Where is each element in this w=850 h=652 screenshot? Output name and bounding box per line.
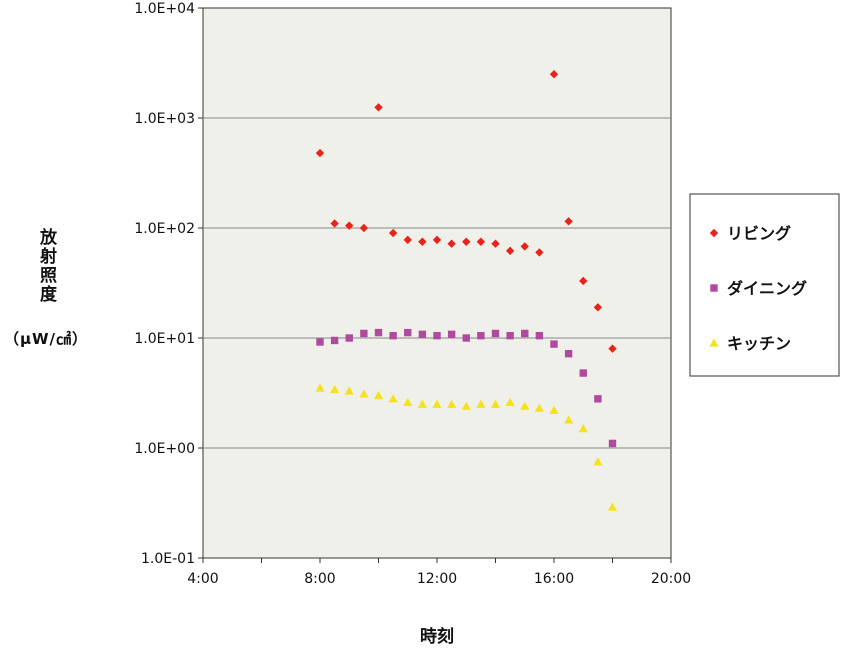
data-point — [535, 331, 544, 340]
data-point — [417, 399, 427, 408]
data-point — [506, 331, 514, 340]
data-point — [521, 329, 529, 338]
data-point — [505, 397, 515, 406]
y-tick-label: 1.0E+00 — [134, 441, 195, 457]
data-point — [476, 237, 486, 246]
plot-background — [202, 7, 672, 559]
data-point — [476, 399, 486, 408]
data-point — [564, 217, 573, 226]
data-point — [374, 103, 383, 112]
x-tick-label: 12:00 — [417, 571, 457, 587]
legend-marker — [709, 228, 719, 238]
data-point — [374, 328, 383, 337]
data-point — [505, 246, 515, 256]
series-1 — [315, 70, 617, 353]
data-point — [316, 338, 324, 346]
data-point — [593, 457, 603, 466]
data-point — [360, 329, 368, 338]
data-point — [564, 415, 574, 424]
data-point — [418, 330, 427, 339]
y-tick-label: 1.0E+01 — [134, 331, 195, 347]
data-point — [491, 239, 500, 248]
data-point — [564, 349, 573, 358]
y-tick-label: 1.0E+03 — [134, 111, 195, 127]
y-tick-label: 1.0E+04 — [134, 1, 195, 17]
data-point — [315, 383, 325, 392]
data-point — [418, 237, 427, 246]
data-point — [550, 340, 558, 348]
data-point — [447, 239, 456, 248]
data-point — [359, 389, 369, 398]
data-point — [608, 439, 617, 448]
data-point — [608, 344, 617, 353]
legend-marker — [710, 284, 718, 292]
y-tick-label: 1.0E+02 — [134, 221, 195, 237]
data-point — [490, 399, 501, 408]
data-point — [477, 331, 485, 340]
data-point — [447, 330, 456, 339]
data-point — [359, 223, 369, 233]
data-point — [345, 334, 353, 342]
data-point — [579, 369, 587, 377]
data-point — [373, 390, 384, 400]
x-tick-label: 8:00 — [304, 571, 335, 587]
data-point — [593, 303, 603, 312]
data-point — [388, 394, 398, 403]
data-marks — [315, 70, 618, 511]
data-point — [578, 424, 588, 433]
data-point — [330, 336, 339, 345]
data-point — [433, 331, 441, 340]
data-point — [549, 405, 559, 414]
data-point — [462, 334, 470, 342]
legend-label: ダイニング — [727, 279, 807, 298]
data-point — [535, 248, 544, 257]
x-tick-label: 20:00 — [651, 571, 691, 587]
data-point — [520, 401, 530, 410]
data-point — [388, 228, 398, 238]
data-point — [404, 328, 412, 337]
data-point — [534, 403, 544, 412]
data-point — [607, 502, 618, 511]
axes: 1.0E+04 1.0E+03 1.0E+02 1.0E+01 1.0E+00 1.0E-… — [134, 1, 691, 587]
data-point — [520, 242, 529, 251]
series-2 — [316, 328, 617, 448]
data-point — [594, 395, 602, 403]
data-point — [389, 331, 397, 340]
data-point — [315, 148, 325, 158]
data-point — [403, 397, 413, 406]
data-point — [579, 276, 588, 286]
x-tick-label: 4:00 — [187, 571, 218, 587]
series-3 — [315, 383, 618, 511]
y-axis-label: 放射照度 — [36, 228, 56, 304]
data-point — [330, 219, 339, 228]
legend-label: キッチン — [727, 334, 791, 353]
data-point — [447, 399, 457, 408]
data-point — [432, 399, 442, 408]
data-point — [461, 401, 471, 410]
data-point — [344, 386, 354, 395]
data-point — [345, 221, 354, 230]
plot-area — [202, 7, 672, 559]
y-axis-unit: （μW/㎠） — [3, 330, 89, 348]
data-point — [462, 237, 471, 246]
x-axis-label: 時刻 — [420, 626, 454, 647]
legend-marker — [709, 338, 719, 347]
x-tick-label: 16:00 — [534, 571, 574, 587]
data-point — [403, 235, 412, 245]
data-point — [330, 384, 340, 394]
data-point — [491, 329, 500, 338]
data-point — [432, 235, 442, 245]
y-axis-label-block: 放射照度 （μW/㎠） — [0, 228, 92, 351]
legend-label: リビング — [727, 224, 791, 243]
data-point — [549, 70, 559, 79]
y-tick-label: 1.0E-01 — [141, 551, 195, 567]
